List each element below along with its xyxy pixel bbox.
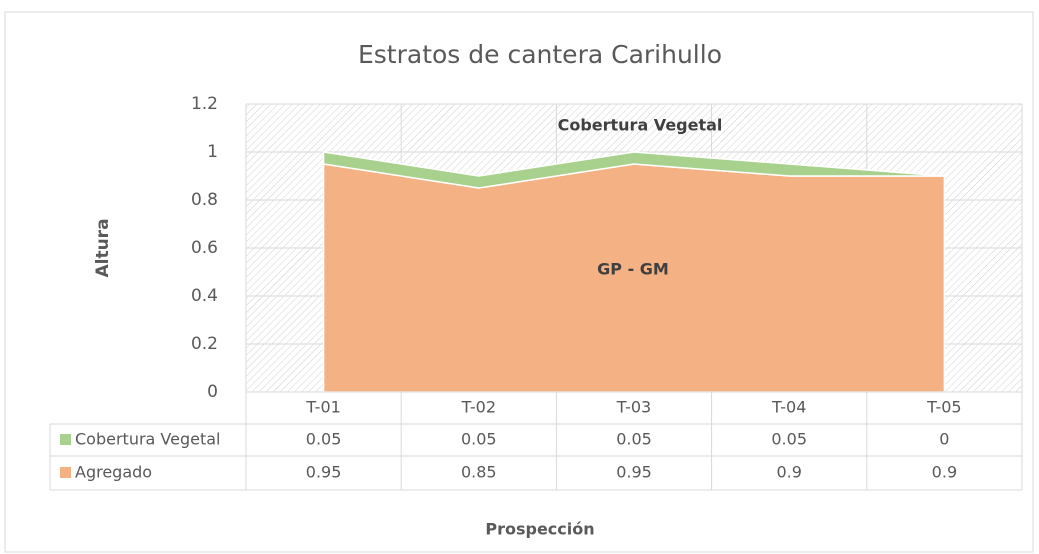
table-value: 0.05 [306,430,342,449]
x-tick-label: T-02 [461,398,496,417]
legend-swatch [60,434,71,445]
y-tick-label: 0 [207,382,218,402]
table-value: 0.85 [461,463,497,482]
y-tick-label: 1.2 [191,94,218,114]
table-value: 0.05 [771,430,807,449]
y-axis-label: Altura [93,218,113,277]
x-tick-label: T-01 [305,398,340,417]
table-value: 0.9 [932,463,957,482]
x-axis-label: Prospección [485,520,594,539]
x-tick-label: T-04 [771,398,806,417]
table-value: 0.9 [776,463,801,482]
legend-swatch [60,467,71,478]
legend-label: Agregado [75,463,152,482]
annotation: Cobertura Vegetal [558,116,723,135]
table-value: 0.95 [306,463,342,482]
y-tick-label: 0.6 [191,238,218,258]
y-tick-label: 1 [207,142,218,162]
table-value: 0.05 [616,430,652,449]
legend-label: Cobertura Vegetal [75,430,221,449]
table-value: 0.05 [461,430,497,449]
x-tick-label: T-05 [926,398,961,417]
y-tick-label: 0.8 [191,190,218,210]
annotation: GP - GM [597,260,669,279]
table-value: 0.95 [616,463,652,482]
x-tick-label: T-03 [616,398,651,417]
area [322,151,945,189]
y-tick-label: 0.4 [191,286,218,306]
chart-title: Estratos de cantera Carihullo [358,40,722,69]
y-tick-label: 0.2 [191,334,218,354]
table-value: 0 [939,430,949,449]
